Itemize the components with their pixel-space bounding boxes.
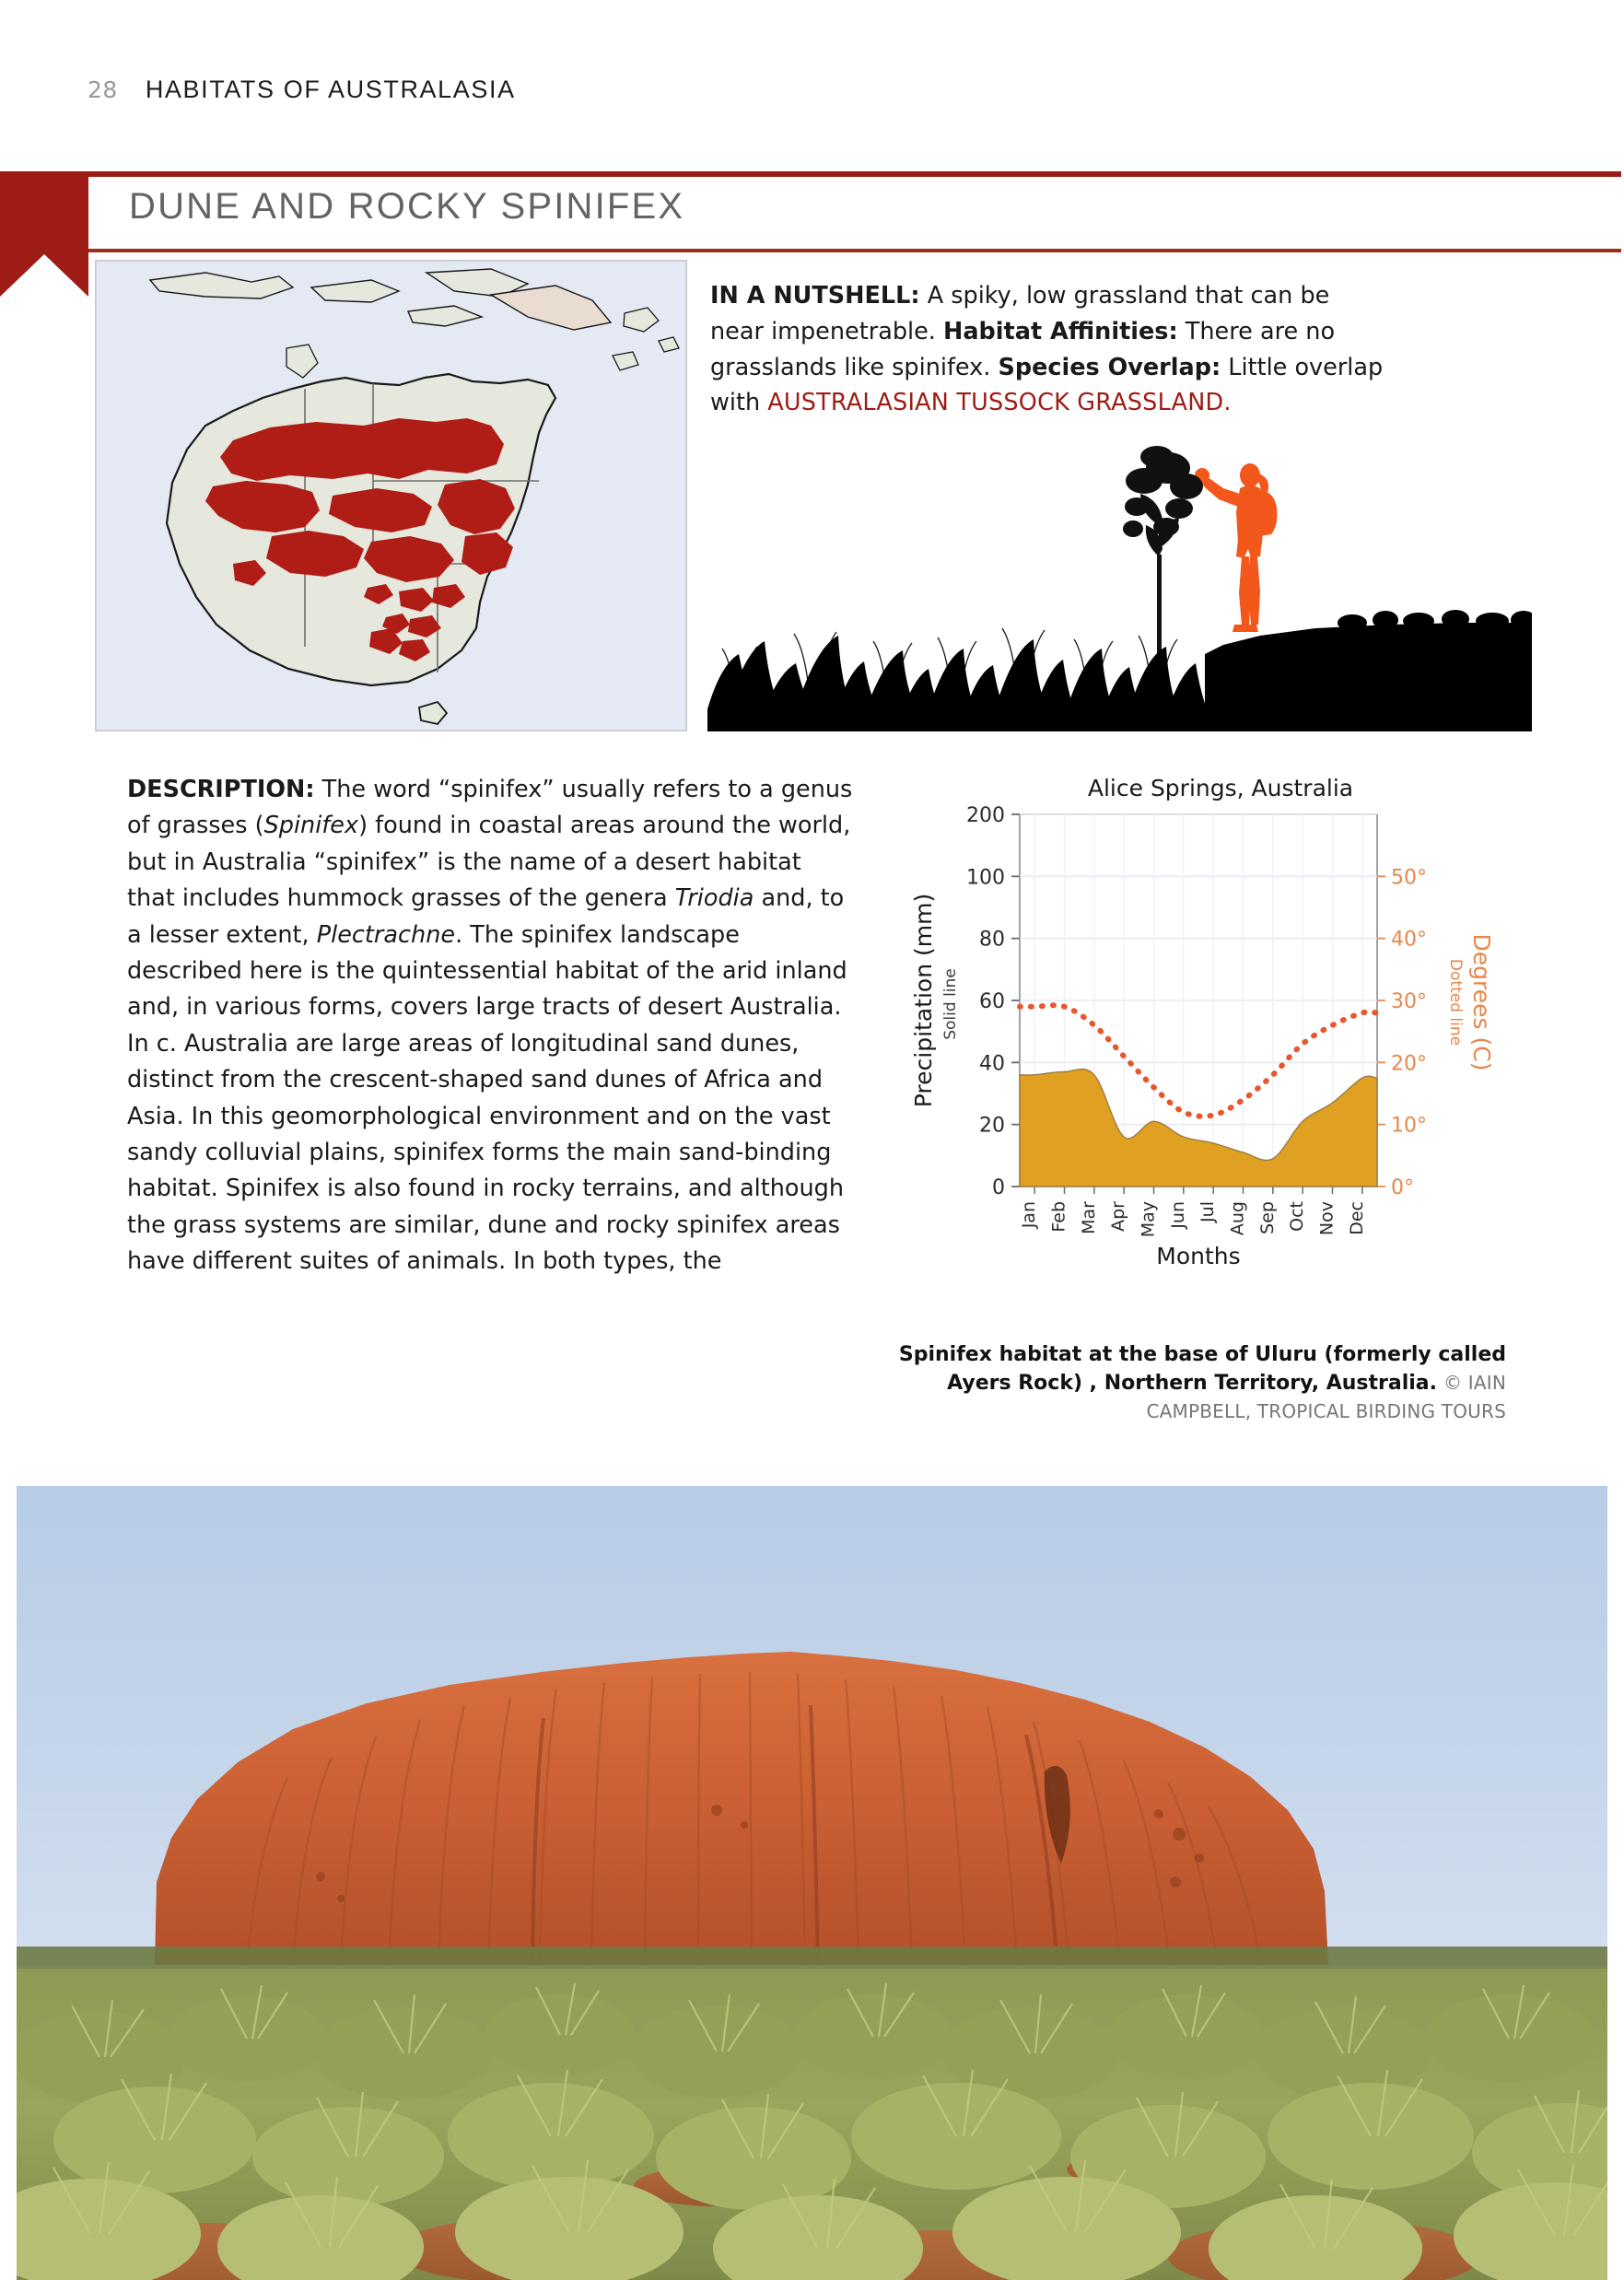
svg-text:0°: 0° [1391,1176,1414,1199]
tree-silhouette [1123,446,1203,713]
svg-text:10°: 10° [1391,1115,1427,1138]
svg-text:100: 100 [966,866,1005,889]
silhouette-svg [707,437,1532,731]
nutshell-label: IN A NUTSHELL: [710,282,920,310]
uluru-rock [155,1652,1328,1965]
svg-text:Nov: Nov [1317,1201,1338,1235]
svg-text:40: 40 [979,1052,1005,1075]
chart-title: Alice Springs, Australia [1088,775,1353,801]
svg-text:Oct: Oct [1287,1201,1307,1232]
x-axis-ticks: Jan Feb Mar Apr May Jun Jul Aug Sep Oct Nov Dec [1019,1187,1367,1237]
svg-text:Feb: Feb [1049,1201,1069,1233]
spinifex-tussocks [707,636,1223,731]
svg-text:May: May [1139,1201,1159,1237]
left-axis-ticks: 0 20 40 60 80 100 200 [966,804,1020,1199]
svg-text:80: 80 [979,929,1005,952]
habitat-affinities-label: Habitat Affinities: [943,317,1178,345]
cross-reference-period: . [1223,389,1232,417]
genus-triodia: Triodia [674,884,754,913]
x-axis-title: Months [1156,1243,1240,1269]
page-number: 28 [88,76,118,103]
right-axis-ticks: 0° 10° 20° 30° 40° 50° [1377,866,1427,1199]
red-rule-bottom [0,249,1624,252]
left-axis-title: Precipitation (mm) [910,894,937,1107]
svg-text:Jul: Jul [1198,1201,1218,1223]
genus-spinifex: Spinifex [263,812,359,840]
svg-text:Jun: Jun [1168,1201,1188,1230]
nutshell-text-3: Little overlap with [710,353,1384,417]
temperature-dotted-line [1017,1002,1380,1119]
running-header: 28 HABITATS OF AUSTRALASIA [88,76,516,104]
svg-text:50°: 50° [1391,866,1427,889]
svg-text:Dec: Dec [1347,1201,1367,1235]
hiker-figure-icon [1195,463,1278,632]
svg-text:Aug: Aug [1228,1201,1248,1235]
red-flag-point-icon [0,254,88,297]
spinifex-hummocks [17,1982,1607,2280]
red-flag-tab [0,171,88,254]
left-axis-subtitle: Solid line [941,968,960,1040]
chapter-title: HABITATS OF AUSTRALASIA [145,76,516,103]
svg-text:Sep: Sep [1257,1201,1278,1234]
top-media-band: IN A NUTSHELL: A spiky, low grassland th… [95,260,1532,731]
rock-ledge-shape [1205,623,1532,731]
caption-text: Spinifex habitat at the base of Uluru (f… [898,1343,1506,1396]
red-rule-top [0,171,1624,177]
svg-text:Jan: Jan [1019,1201,1039,1229]
precipitation-area [1019,1068,1378,1187]
species-overlap-label: Species Overlap: [998,353,1221,381]
right-axis-subtitle: Dotted line [1446,959,1465,1046]
svg-text:20: 20 [979,1115,1005,1138]
australia-map-svg [95,260,687,731]
svg-text:0: 0 [992,1176,1005,1199]
description-label: DESCRIPTION: [127,776,315,803]
description-text-2: ) found in coastal areas around the worl… [127,812,851,913]
uluru-photograph [17,1486,1607,2280]
description-paragraph: DESCRIPTION: The word “spinifex” usually… [127,772,855,1280]
climate-chart: Alice Springs, Australia 0 20 40 60 80 100 200… [898,772,1506,1274]
nutshell-text-2: There are no grasslands like spinifex. [710,317,1336,381]
page-edge-strip [1621,171,1624,254]
distribution-map [95,260,687,731]
svg-text:40°: 40° [1391,929,1427,952]
svg-text:200: 200 [966,804,1005,827]
svg-text:Apr: Apr [1108,1201,1128,1232]
description-text-3: and, to a lesser extent, [127,884,845,949]
svg-text:20°: 20° [1391,1052,1427,1075]
nutshell-text-1: A spiky, low grassland that can be near … [710,282,1330,345]
habitat-silhouette-illustration [707,437,1532,731]
cross-reference-link[interactable]: AUSTRALASIAN TUSSOCK GRASSLAND [767,389,1224,417]
svg-text:60: 60 [979,990,1005,1013]
photo-caption: Spinifex habitat at the base of Uluru (f… [898,1340,1506,1427]
svg-text:Mar: Mar [1079,1201,1099,1234]
caption-credit: © IAIN CAMPBELL, TROPICAL BIRDING TOURS [1146,1372,1506,1423]
genus-plectrachne: Plectrachne [316,920,456,949]
in-a-nutshell-text: IN A NUTSHELL: A spiky, low grassland th… [710,278,1387,421]
habitat-title: DUNE AND ROCKY SPINIFEX [129,186,685,227]
right-axis-title: Degrees (C) [1468,934,1495,1071]
description-text-1: The word “spinifex” usually refers to a … [127,776,853,840]
uluru-photo-svg [17,1486,1607,2280]
climate-chart-svg: Alice Springs, Australia 0 20 40 60 80 100 200… [898,772,1506,1274]
description-text-4: . The spinifex landscape described here … [127,920,847,1276]
svg-text:30°: 30° [1391,990,1427,1013]
rock-cave-shadow [1044,1765,1070,1864]
